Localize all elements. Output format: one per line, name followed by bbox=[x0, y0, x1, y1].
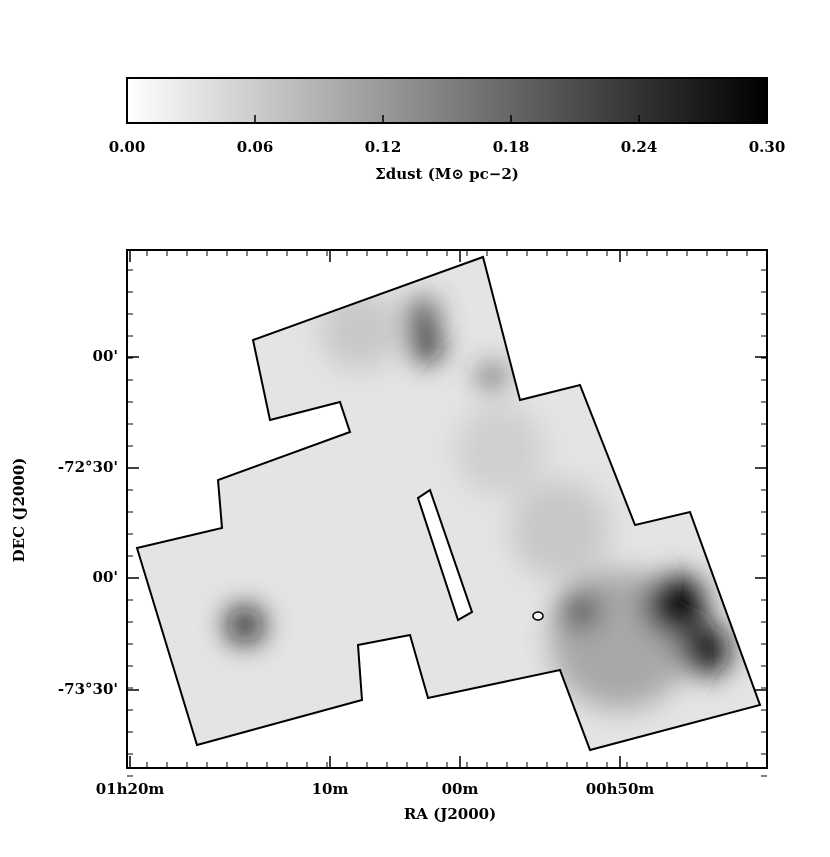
colorbar-tick-label: 0.12 bbox=[365, 138, 402, 156]
colorbar-tick-label: 0.18 bbox=[493, 138, 530, 156]
y-tick-label: -72°30' bbox=[58, 458, 118, 476]
colorbar-tick-label: 0.30 bbox=[749, 138, 786, 156]
colorbar-tick-label: 0.06 bbox=[237, 138, 274, 156]
y-tick-label: 00' bbox=[93, 568, 118, 586]
x-tick-label: 01h20m bbox=[96, 780, 165, 798]
x-tick-label: 00h50m bbox=[586, 780, 655, 798]
y-tick-label: -73°30' bbox=[58, 680, 118, 698]
map-hole bbox=[416, 488, 474, 622]
colorbar-tick-label: 0.00 bbox=[109, 138, 146, 156]
x-axis-label: RA (J2000) bbox=[404, 805, 496, 823]
y-tick-label: 00' bbox=[93, 347, 118, 365]
x-tick-label: 10m bbox=[312, 780, 349, 798]
map-hole bbox=[532, 611, 544, 621]
y-axis-label: DEC (J2000) bbox=[10, 458, 28, 563]
x-tick-label: 00m bbox=[442, 780, 479, 798]
map bbox=[137, 257, 760, 750]
colorbar-tick-label: 0.24 bbox=[621, 138, 658, 156]
colorbar-label: Σdust (M⊙ pc−2) bbox=[375, 165, 519, 183]
colorbar bbox=[126, 77, 768, 124]
